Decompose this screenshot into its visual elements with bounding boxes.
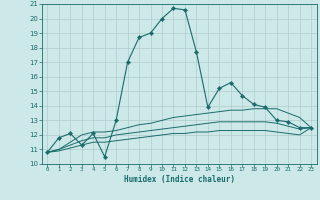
X-axis label: Humidex (Indice chaleur): Humidex (Indice chaleur) <box>124 175 235 184</box>
